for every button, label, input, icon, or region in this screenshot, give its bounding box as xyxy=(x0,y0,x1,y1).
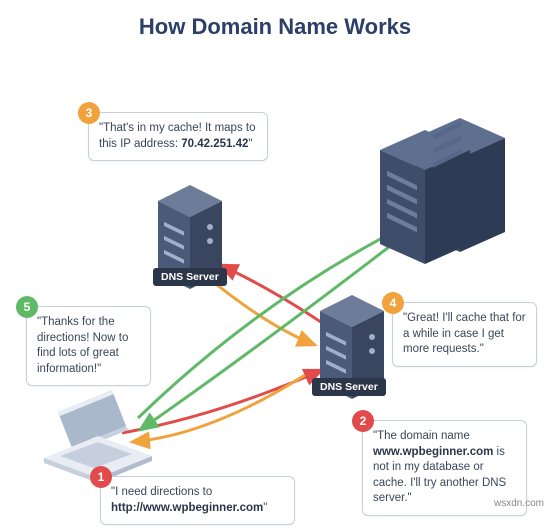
step-5-bubble: 5 "Thanks for the directions! Now to fin… xyxy=(26,306,151,386)
step-4-text: "Great! I'll cache that for a while in c… xyxy=(403,312,526,355)
page-title: How Domain Name Works xyxy=(0,0,550,40)
dns-server-2-label: DNS Server xyxy=(312,378,386,396)
diagram-canvas: DNS Server DNS Server xyxy=(0,40,550,530)
step-5-badge: 5 xyxy=(16,296,38,318)
dns-server-1-label: DNS Server xyxy=(153,268,227,286)
step-3-text-post: " xyxy=(248,138,252,150)
step-1-text-pre: "I need directions to xyxy=(111,486,212,498)
step-4-badge: 4 xyxy=(382,292,404,314)
host-servers-icon xyxy=(365,110,530,270)
step-2-text-pre: "The domain name xyxy=(373,430,470,442)
step-5-text: "Thanks for the directions! Now to find … xyxy=(37,316,128,375)
step-1-text-post: " xyxy=(263,502,267,514)
step-2-text-bold: www.wpbeginner.com xyxy=(373,446,493,458)
watermark: wsxdn.com xyxy=(494,498,544,509)
step-4-bubble: 4 "Great! I'll cache that for a while in… xyxy=(392,302,537,367)
step-1-bubble: 1 "I need directions to http://www.wpbeg… xyxy=(100,476,295,525)
step-2-badge: 2 xyxy=(352,410,374,432)
step-1-badge: 1 xyxy=(90,466,112,488)
step-3-badge: 3 xyxy=(78,102,100,124)
step-3-text-bold: 70.42.251.42 xyxy=(181,138,248,150)
step-1-text-bold: http://www.wpbeginner.com xyxy=(111,502,263,514)
step-3-bubble: 3 "That's in my cache! It maps to this I… xyxy=(88,112,268,161)
